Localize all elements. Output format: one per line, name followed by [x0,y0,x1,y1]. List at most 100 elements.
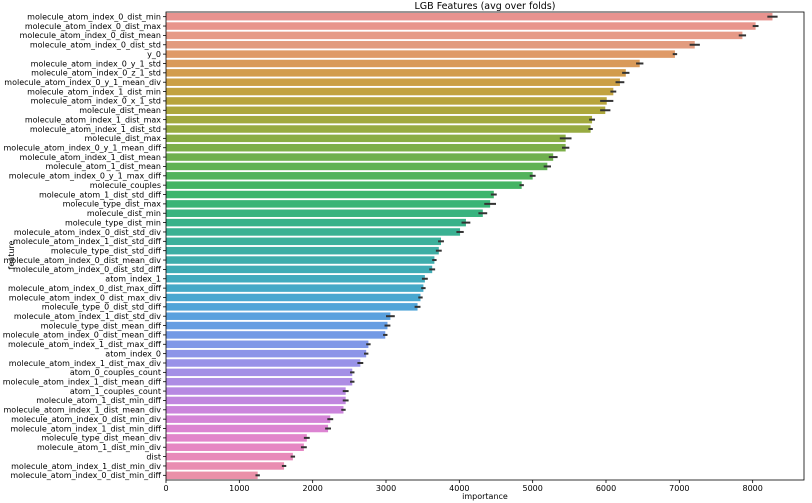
y-tick-label: molecule_atom_index_0_y_1_std [31,59,161,68]
y-tick-label: molecule_type_0_dist_std_diff [42,303,162,312]
y-tick-label: molecule_atom_index_0_dist_min_div [11,415,161,424]
bar [166,312,391,320]
y-tick-label: molecule_atom_index_0_y_1_max_diff [9,172,162,181]
bar [166,59,640,68]
bar [166,321,388,330]
y-tick-label: molecule_atom_index_0_dist_std_diff [13,265,161,274]
y-tick-label: molecule_type_dist_mean_diff [41,321,162,330]
bar [166,284,424,292]
y-tick-label: molecule_dist_max [85,134,162,143]
bar [166,443,304,451]
y-tick-label: molecule_dist_min [87,209,161,218]
x-tick-label: 3000 [376,484,396,493]
y-tick-label: molecule_atom_index_0_z_1_std [31,69,161,78]
bar [166,22,756,30]
x-tick-label: 2000 [302,484,322,493]
y-tick-label: atom_index_1 [105,275,161,284]
bar [166,434,307,442]
bar [166,377,353,386]
bar [166,331,386,339]
y-tick-label: atom_0_couples_count [70,368,161,377]
y-tick-label: molecule_atom_index_0_dist_max [25,22,161,31]
x-axis-ticks: 0 1000 2000 3000 4000 5000 6000 7000 8000 [163,480,763,493]
bar [166,237,441,246]
bar [166,78,620,86]
y-tick-label: molecule_atom_index_0_dist_std [30,41,161,50]
chart-title: LGB Features (avg over folds) [415,1,556,12]
y-tick-label: molecule_atom_index_1_dist_std [30,125,161,134]
y-tick-label: molecule_atom_index_0_dist_mean_diff [3,331,162,340]
y-tick-label: molecule_atom_1_dist_mean [45,162,161,171]
y-tick-label: molecule_type_dist_max [63,200,162,209]
y-tick-label: molecule_atom_index_1_dist_min [27,87,161,96]
bar [166,228,461,236]
y-tick-label: molecule_atom_index_1_dist_std_div [14,312,161,321]
y-tick-label: molecule_atom_index_0_dist_min_diff [10,471,161,480]
x-tick-label: 6000 [596,484,616,493]
bar [166,452,293,461]
bar [166,396,346,405]
bar [166,265,433,274]
bar [166,246,439,255]
bar [166,462,285,470]
bar [166,162,548,171]
bar [166,12,773,21]
y-tick-label: molecule_atom_index_0_dist_mean_div [4,256,162,265]
y-tick-label: molecule_atom_1_dist_std_diff [39,190,162,199]
bar [166,31,743,40]
x-tick-label: 5000 [522,484,542,493]
y-tick-label: molecule_atom_index_1_dist_max_div [9,359,161,368]
x-tick-label: 8000 [742,484,762,493]
bar [166,50,675,58]
y-tick-label: molecule_atom_index_0_x_1_std [31,97,161,106]
bar [166,87,614,96]
y-tick-label: molecule_type_dist_mean_div [41,434,161,443]
bars-layer [166,12,773,480]
x-tick-label: 1000 [229,484,249,493]
y-tick-label: molecule_atom_index_0_dist_max_diff [8,284,161,293]
y-tick-label: molecule_atom_index_1_dist_mean_div [4,406,162,415]
y-tick-label: molecule_atom_index_0_y_1_mean_div [4,78,161,87]
bar [166,293,421,302]
bar [166,125,591,133]
bar [166,153,554,161]
y-tick-label: molecule_atom_index_0_dist_min [27,12,161,21]
bar [166,181,522,189]
bar [166,209,483,217]
y-tick-label: molecule_dist_mean [79,106,161,115]
bar [166,275,425,283]
bar [166,349,367,358]
bar [166,218,466,227]
error-bars-layer [255,15,778,477]
bar [166,143,566,152]
y-axis-label: feature [7,240,16,269]
y-tick-label: y_0 [147,50,161,59]
bar [166,424,329,433]
bar [166,256,435,264]
y-tick-label: molecule_couples [90,181,161,190]
y-tick-label: molecule_atom_index_1_dist_max_diff [8,340,161,349]
bar [166,69,626,77]
y-tick-label: atom_1_couples_count [70,387,161,396]
y-tick-label: molecule_atom_index_0_dist_std_div [14,228,161,237]
y-tick-label: molecule_atom_index_1_dist_std_diff [13,237,161,246]
y-tick-label: molecule_atom_index_1_dist_min_div [11,462,161,471]
bar [166,41,695,49]
y-tick-label: atom_index_0 [105,349,161,358]
y-tick-label: molecule_atom_index_0_dist_max_div [9,293,161,302]
bar [166,200,491,208]
y-tick-label: molecule_atom_index_0_dist_mean [20,31,161,40]
bar [166,387,346,395]
y-axis-ticks: molecule_atom_index_0_dist_minmolecule_a… [3,12,166,480]
bar [166,368,353,377]
bar [166,106,606,115]
y-tick-label: molecule_atom_index_0_y_1_mean_diff [4,144,162,153]
x-tick-label: 7000 [669,484,689,493]
y-tick-label: molecule_atom_index_1_dist_mean [20,153,161,162]
y-tick-label: molecule_atom_index_1_dist_min_diff [10,424,161,433]
bar [166,415,331,423]
x-tick-label: 4000 [449,484,469,493]
y-tick-label: molecule_type_dist_std_diff [51,246,162,255]
y-tick-label: dist [146,452,161,461]
